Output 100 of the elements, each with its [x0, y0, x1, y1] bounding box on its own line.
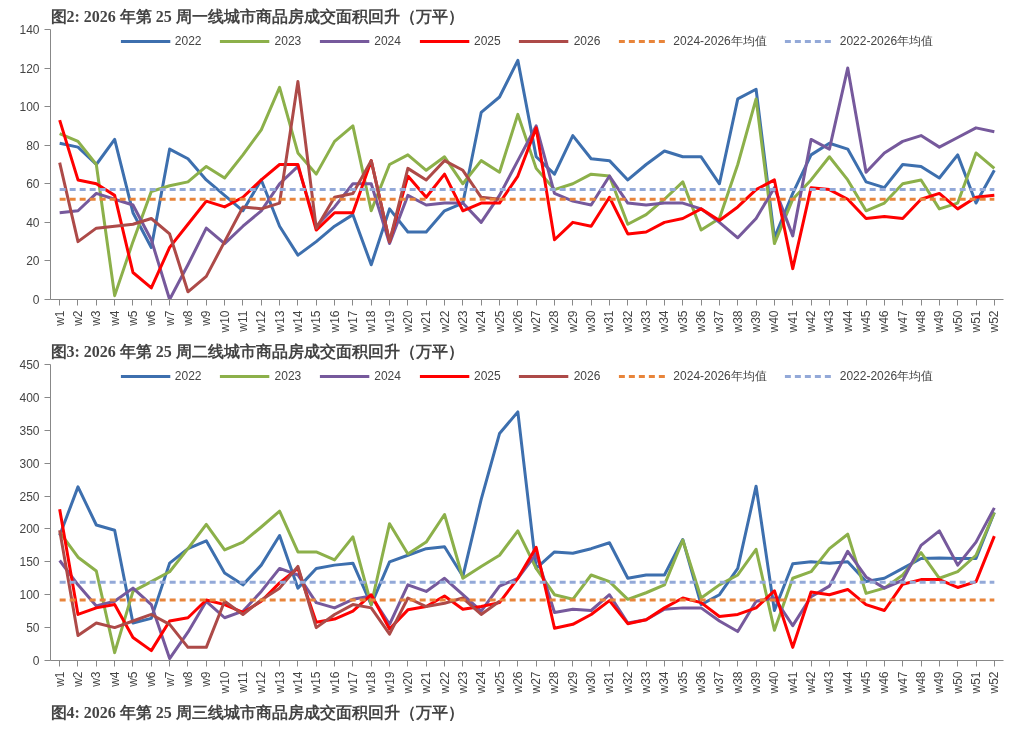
x-tick-label: w10 — [217, 671, 232, 695]
y-tick-label: 0 — [32, 654, 40, 668]
x-tick-label: w37 — [712, 310, 727, 334]
x-tick-label: w8 — [180, 310, 195, 327]
x-tick-label: w12 — [254, 671, 269, 695]
x-tick-label: w26 — [510, 671, 525, 695]
x-tick-label: w15 — [309, 671, 324, 695]
x-tick-label: w35 — [675, 310, 690, 334]
x-tick-label: w5 — [125, 671, 140, 688]
x-tick-label: w16 — [327, 310, 342, 334]
x-tick-label: w48 — [914, 310, 929, 334]
x-tick-label: w32 — [620, 310, 635, 334]
x-tick-label: w51 — [969, 671, 984, 695]
x-tick-label: w13 — [272, 671, 287, 695]
x-tick-label: w49 — [932, 671, 947, 695]
x-tick-label: w34 — [657, 671, 672, 695]
legend-label: 2024 — [374, 369, 401, 383]
x-tick-label: w13 — [272, 310, 287, 334]
x-tick-label: w2 — [70, 310, 85, 327]
legend-label: 2025 — [473, 369, 501, 383]
x-tick-label: w23 — [455, 310, 470, 334]
x-tick-label: w25 — [492, 671, 507, 695]
x-tick-label: w1 — [52, 671, 67, 688]
x-tick-label: w16 — [327, 671, 342, 695]
x-tick-label: w35 — [675, 671, 690, 695]
x-tick-label: w44 — [840, 310, 855, 334]
x-tick-label: w33 — [639, 671, 654, 695]
x-tick-label: w2 — [70, 671, 85, 688]
x-tick-label: w8 — [180, 671, 195, 688]
x-tick-label: w20 — [400, 310, 415, 334]
x-tick-label: w24 — [474, 310, 489, 334]
x-tick-label: w11 — [235, 310, 250, 333]
legend-label: 2026 — [573, 34, 601, 48]
x-tick-label: w29 — [565, 671, 580, 695]
x-tick-label: w22 — [437, 310, 452, 334]
x-tick-label: w39 — [749, 310, 764, 334]
x-tick-label: w50 — [950, 671, 965, 695]
x-tick-label: w19 — [382, 671, 397, 695]
x-tick-label: w5 — [125, 310, 140, 327]
x-tick-label: w17 — [345, 671, 360, 695]
legend-label: 2022-2026年均值 — [839, 367, 934, 385]
x-tick-label: w36 — [694, 671, 709, 695]
x-tick-label: w45 — [859, 310, 874, 334]
x-tick-label: w26 — [510, 310, 525, 334]
legend-label: 2022 — [174, 34, 202, 48]
x-tick-label: w27 — [529, 310, 544, 334]
legend-label: 2025 — [473, 34, 501, 48]
x-tick-label: w30 — [584, 310, 599, 334]
y-tick-label: 200 — [19, 522, 40, 537]
x-tick-label: w37 — [712, 671, 727, 695]
x-tick-label: w28 — [547, 310, 562, 334]
x-tick-label: w43 — [822, 671, 837, 695]
x-tick-label: w25 — [492, 310, 507, 334]
x-tick-label: w34 — [657, 310, 672, 334]
x-tick-label: w29 — [565, 310, 580, 334]
x-tick-label: w18 — [364, 671, 379, 695]
x-tick-label: w50 — [950, 310, 965, 334]
x-tick-label: w32 — [620, 671, 635, 695]
x-tick-label: w33 — [639, 310, 654, 334]
chart-title: 图2: 2026 年第 25 周一线城市商品房成交面积回升（万平） — [50, 6, 464, 26]
x-tick-label: w38 — [730, 671, 745, 695]
y-tick-label: 350 — [19, 423, 40, 438]
x-tick-label: w38 — [730, 310, 745, 334]
x-tick-label: w39 — [749, 671, 764, 695]
x-tick-label: w41 — [785, 310, 800, 334]
x-tick-label: w7 — [162, 671, 177, 688]
y-tick-label: 120 — [19, 61, 40, 76]
y-tick-label: 140 — [19, 23, 40, 37]
x-tick-label: w27 — [529, 671, 544, 695]
x-tick-label: w6 — [144, 671, 159, 688]
x-tick-label: w36 — [694, 310, 709, 334]
x-tick-label: w43 — [822, 310, 837, 334]
y-tick-label: 250 — [19, 489, 40, 504]
y-tick-label: 80 — [26, 138, 40, 153]
x-tick-label: w42 — [804, 310, 819, 334]
x-tick-label: w6 — [144, 310, 159, 327]
x-tick-label: w40 — [767, 671, 782, 695]
x-tick-label: w31 — [602, 310, 617, 334]
legend-label: 2024-2026年均值 — [673, 32, 767, 50]
x-tick-label: w20 — [400, 671, 415, 695]
x-tick-label: w3 — [89, 310, 104, 327]
y-tick-label: 20 — [26, 254, 40, 269]
x-tick-label: w44 — [840, 671, 855, 695]
x-tick-label: w7 — [162, 310, 177, 327]
x-tick-label: w18 — [364, 310, 379, 334]
x-tick-label: w23 — [455, 671, 470, 695]
x-tick-label: w45 — [859, 671, 874, 695]
x-tick-label: w30 — [584, 671, 599, 695]
x-tick-label: w11 — [235, 671, 250, 694]
legend-label: 2022-2026年均值 — [839, 32, 934, 50]
x-tick-label: w3 — [89, 671, 104, 688]
x-tick-label: w14 — [290, 671, 305, 695]
legend-label: 2023 — [274, 369, 302, 383]
y-tick-label: 150 — [19, 555, 40, 570]
x-tick-label: w46 — [877, 310, 892, 334]
x-tick-label: w14 — [290, 310, 305, 334]
x-tick-label: w47 — [895, 310, 910, 334]
legend-label: 2024-2026年均值 — [673, 367, 767, 385]
x-tick-label: w22 — [437, 671, 452, 695]
caption: 图4: 2026 年第 25 周三线城市商品房成交面积回升（万平） — [50, 702, 464, 722]
